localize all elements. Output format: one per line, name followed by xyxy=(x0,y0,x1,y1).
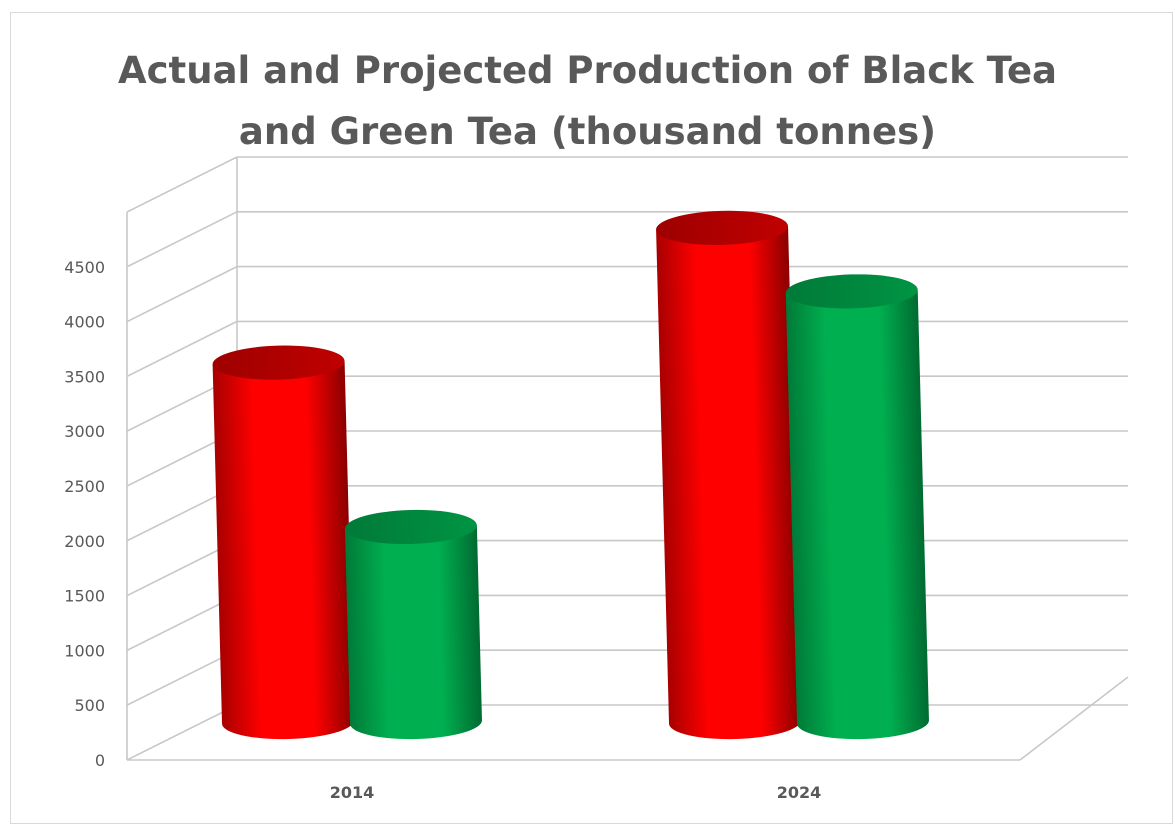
chart-title: Actual and Projected Production of Black… xyxy=(0,40,1175,162)
y-tick-label: 500 xyxy=(74,696,105,715)
cylinder-body xyxy=(212,360,354,740)
cylinder-top xyxy=(212,345,345,380)
bar-2024-series-1 xyxy=(656,210,801,740)
side-wall-gridline xyxy=(126,211,238,268)
y-tick-label: 3000 xyxy=(64,422,105,441)
x-category-label: 2024 xyxy=(777,783,822,802)
side-wall-gridline xyxy=(126,594,238,652)
cylinder-body xyxy=(785,289,929,740)
y-tick-label: 4500 xyxy=(64,258,105,277)
side-wall-gridline xyxy=(126,320,238,378)
cylinder-top xyxy=(785,274,918,309)
bar-2024-series-2 xyxy=(785,274,929,740)
cylinder-body xyxy=(656,226,801,740)
x-category-label: 2014 xyxy=(330,783,375,802)
chart-title-line-2: and Green Tea (thousand tonnes) xyxy=(238,110,937,153)
bar-2014-series-1 xyxy=(212,345,354,740)
bar-2014-series-2 xyxy=(344,509,482,740)
bar-layer xyxy=(212,210,929,740)
cylinder-top xyxy=(344,509,477,545)
x-axis-labels: 2014 2024 xyxy=(330,783,822,802)
y-tick-label: 2000 xyxy=(64,532,105,551)
y-tick-label: 4000 xyxy=(64,313,105,332)
side-wall-gridline xyxy=(126,649,238,706)
chart-frame xyxy=(10,12,1173,824)
side-wall-gridline xyxy=(126,156,238,213)
y-tick-label: 1000 xyxy=(64,641,105,660)
y-tick-label: 3500 xyxy=(64,367,105,386)
side-wall-gridline xyxy=(126,265,238,323)
cylinder-top xyxy=(656,210,789,245)
side-wall-gridline xyxy=(126,704,238,761)
y-tick-label: 2500 xyxy=(64,477,105,496)
cylinder-body xyxy=(344,525,482,740)
chart-title-line-1: Actual and Projected Production of Black… xyxy=(117,49,1058,92)
y-tick-label: 0 xyxy=(95,751,105,770)
y-tick-label: 1500 xyxy=(64,587,105,606)
y-axis-ticks: 0 500 1000 1500 2000 2500 3000 3500 4000 4500 xyxy=(64,258,105,770)
floor-right-edge xyxy=(1019,676,1129,761)
